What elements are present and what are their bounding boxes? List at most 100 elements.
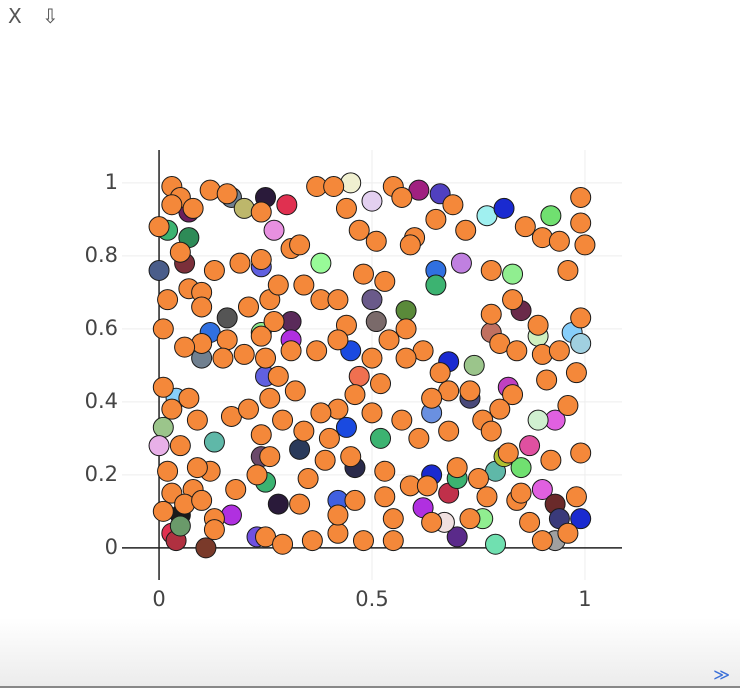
- point: [255, 347, 277, 369]
- point: [519, 511, 541, 533]
- point: [459, 508, 481, 530]
- point: [557, 259, 579, 281]
- point: [570, 186, 592, 208]
- point: [272, 533, 294, 555]
- point: [395, 347, 417, 369]
- point: [531, 530, 553, 552]
- point: [174, 493, 196, 515]
- point: [361, 347, 383, 369]
- point: [527, 409, 549, 431]
- point: [263, 311, 285, 333]
- point: [519, 435, 541, 457]
- point: [323, 176, 345, 198]
- point: [186, 409, 208, 431]
- expand-button[interactable]: ≫: [713, 665, 730, 684]
- point: [348, 219, 370, 241]
- point: [169, 241, 191, 263]
- x-tick-label: 0: [152, 587, 165, 611]
- point: [510, 482, 532, 504]
- point: [570, 307, 592, 329]
- point: [438, 420, 460, 442]
- point: [280, 340, 302, 362]
- point: [335, 197, 357, 219]
- point: [506, 340, 528, 362]
- point: [382, 508, 404, 530]
- point: [152, 318, 174, 340]
- point: [565, 362, 587, 384]
- point: [540, 449, 562, 471]
- point: [178, 387, 200, 409]
- y-tick-label: 0.2: [85, 462, 118, 486]
- point: [399, 234, 421, 256]
- point: [467, 468, 489, 490]
- point: [540, 205, 562, 227]
- point: [374, 270, 396, 292]
- point: [408, 427, 430, 449]
- point: [557, 395, 579, 417]
- point: [570, 508, 592, 530]
- point: [446, 526, 468, 548]
- point: [212, 347, 234, 369]
- point: [297, 468, 319, 490]
- point: [263, 219, 285, 241]
- point: [531, 343, 553, 365]
- point: [220, 504, 242, 526]
- point: [327, 522, 349, 544]
- point: [480, 303, 502, 325]
- point: [510, 457, 532, 479]
- point: [425, 274, 447, 296]
- point: [489, 398, 511, 420]
- point: [327, 504, 349, 526]
- point: [378, 329, 400, 351]
- point: [429, 362, 451, 384]
- point: [272, 409, 294, 431]
- point: [293, 274, 315, 296]
- point: [148, 435, 170, 457]
- point: [310, 252, 332, 274]
- point: [199, 179, 221, 201]
- point: [570, 332, 592, 354]
- point: [352, 263, 374, 285]
- point: [459, 380, 481, 402]
- point: [157, 460, 179, 482]
- point: [395, 300, 417, 322]
- footer-bar: ≫: [0, 618, 740, 688]
- chart: 0 0.2 0.4 0.6 0.8 1 0 0.5 1: [85, 150, 622, 611]
- x-tick-label: 1: [578, 587, 591, 611]
- y-tick-label: 0.6: [85, 316, 118, 340]
- point: [289, 234, 311, 256]
- close-button[interactable]: X: [8, 4, 22, 28]
- point: [216, 329, 238, 351]
- download-button[interactable]: ⇩: [42, 4, 59, 28]
- point: [152, 416, 174, 438]
- point: [229, 252, 251, 274]
- point: [237, 398, 259, 420]
- point: [570, 442, 592, 464]
- point: [348, 365, 370, 387]
- point: [276, 194, 298, 216]
- point: [314, 449, 336, 471]
- point: [446, 457, 468, 479]
- point: [374, 486, 396, 508]
- point: [318, 427, 340, 449]
- point: [237, 296, 259, 318]
- point: [557, 522, 579, 544]
- point: [203, 519, 225, 541]
- point: [301, 530, 323, 552]
- point: [463, 354, 485, 376]
- point: [267, 493, 289, 515]
- point: [148, 216, 170, 238]
- point: [161, 194, 183, 216]
- point: [361, 402, 383, 424]
- point: [169, 515, 191, 537]
- point: [191, 296, 213, 318]
- point: [233, 343, 255, 365]
- point: [195, 537, 217, 559]
- point: [340, 172, 362, 194]
- point: [531, 478, 553, 500]
- point: [327, 398, 349, 420]
- point: [327, 329, 349, 351]
- point: [152, 500, 174, 522]
- point: [361, 190, 383, 212]
